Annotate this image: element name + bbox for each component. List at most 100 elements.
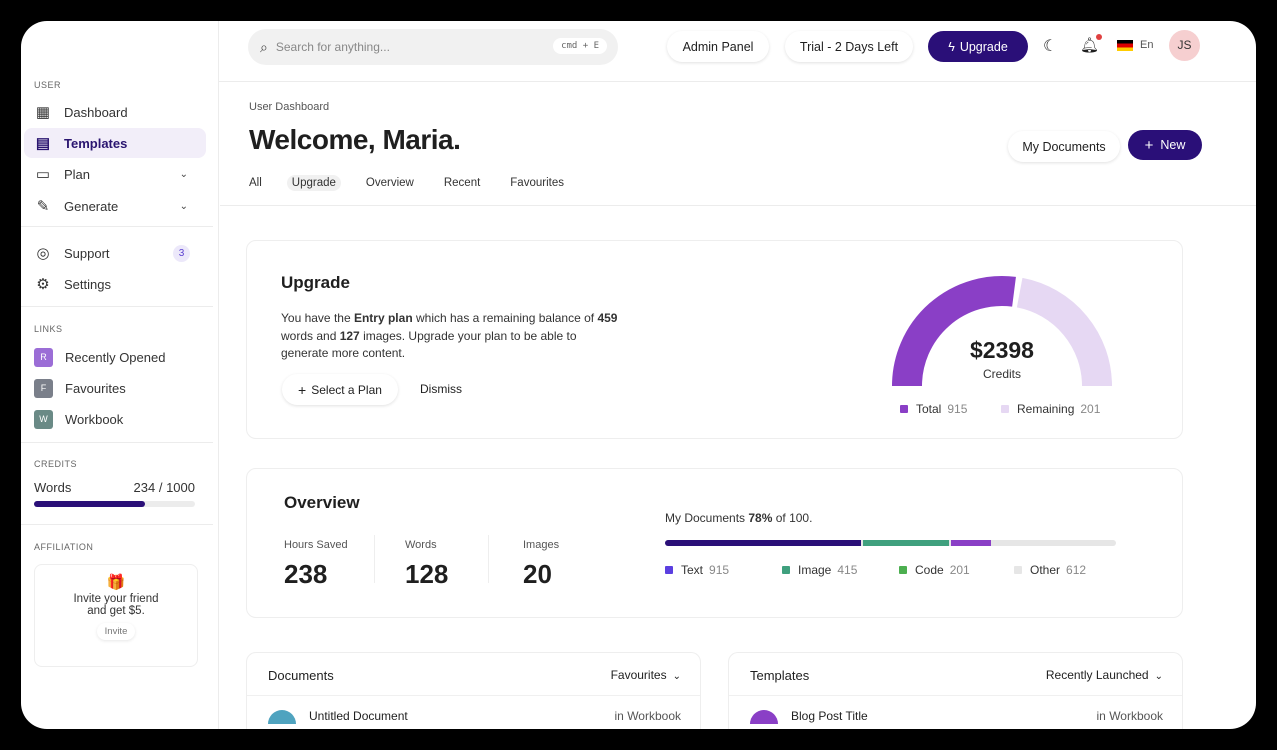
divider bbox=[220, 205, 1256, 206]
gear-icon: ⚙ bbox=[36, 276, 50, 293]
dismiss-button[interactable]: Dismiss bbox=[420, 382, 462, 396]
trial-button[interactable]: Trial - 2 Days Left bbox=[785, 31, 913, 62]
bell-icon[interactable]: 🔔︎ bbox=[1080, 34, 1103, 54]
label: Favourites bbox=[65, 380, 126, 396]
upgrade-description: You have the Entry plan which has a rema… bbox=[281, 311, 618, 360]
label: Workbook bbox=[65, 411, 124, 427]
sidebar-item-generate[interactable]: ✎ Generate ⌄ bbox=[24, 191, 206, 221]
plus-icon: + bbox=[298, 381, 307, 398]
usage-segment-image bbox=[863, 540, 949, 546]
legend-swatch bbox=[1014, 566, 1022, 574]
grid-icon: ▦ bbox=[35, 104, 51, 121]
sidebar-item-settings[interactable]: ⚙ Settings bbox=[24, 269, 206, 299]
section-label-affiliation: AFFILIATION bbox=[34, 542, 94, 552]
gauge-center: $2398 Credits bbox=[927, 337, 1077, 381]
plus-icon: + bbox=[1144, 136, 1154, 154]
label: Select a Plan bbox=[311, 382, 382, 397]
topbar: ⌕ Search for anything... cmd + E Admin Pan… bbox=[219, 21, 1256, 82]
legend-text: Text 915 bbox=[665, 563, 729, 577]
sidebar-item-dashboard[interactable]: ▦ Dashboard bbox=[24, 97, 206, 127]
label: Words bbox=[34, 480, 72, 495]
overview-title: Overview bbox=[284, 493, 360, 512]
divider bbox=[21, 226, 213, 227]
germany-flag-icon bbox=[1117, 39, 1133, 51]
sidebar-item-support[interactable]: ◎ Support 3 bbox=[24, 238, 206, 268]
invite-button[interactable]: Invite bbox=[97, 623, 136, 640]
document-name[interactable]: Untitled Document bbox=[309, 709, 408, 723]
label: Upgrade bbox=[959, 39, 1008, 54]
overview-card: Overview Hours Saved 238 Words 128 Images 2… bbox=[246, 468, 1183, 618]
search-input[interactable]: ⌕ Search for anything... cmd + E bbox=[248, 29, 618, 65]
tabs: All Upgrade Overview Recent Favourites bbox=[244, 173, 589, 191]
affiliation-card: 🎁 Invite your friend and get $5. Invite bbox=[34, 564, 198, 667]
search-placeholder: Search for anything... bbox=[275, 40, 390, 54]
wallet-icon: ▭ bbox=[35, 166, 51, 183]
avatar[interactable]: JS bbox=[1169, 30, 1200, 61]
stat-hours-saved: Hours Saved 238 bbox=[284, 539, 348, 589]
section-label-credits: CREDITS bbox=[34, 459, 78, 469]
moon-icon[interactable]: ☾ bbox=[1043, 38, 1058, 55]
templates-filter-dropdown[interactable]: Recently Launched ⌄ bbox=[1045, 668, 1163, 682]
breadcrumb: User Dashboard bbox=[249, 101, 330, 113]
tab-all[interactable]: All bbox=[249, 177, 262, 189]
documents-filter-dropdown[interactable]: Favourites ⌄ bbox=[610, 668, 681, 682]
search-icon: ⌕ bbox=[260, 38, 268, 55]
label: Settings bbox=[64, 276, 111, 292]
stat-words: Words 128 bbox=[405, 539, 449, 589]
credits-progress bbox=[34, 501, 195, 507]
divider bbox=[21, 442, 213, 443]
link-recently-opened[interactable]: R Recently Opened bbox=[24, 342, 206, 372]
section-label-user: USER bbox=[34, 80, 62, 90]
label: En bbox=[1140, 39, 1154, 51]
label: New bbox=[1160, 138, 1186, 152]
affiliation-text: Invite your friend bbox=[73, 593, 159, 605]
credits-words: Words 234 / 1000 bbox=[34, 480, 195, 507]
legend-swatch bbox=[665, 566, 673, 574]
new-button[interactable]: + New bbox=[1128, 130, 1202, 160]
language-selector[interactable]: En bbox=[1117, 39, 1153, 51]
sidebar: USER ▦ Dashboard ▤ Templates ▭ Plan ⌄ ✎ Gener… bbox=[21, 21, 219, 729]
admin-panel-button[interactable]: Admin Panel bbox=[667, 31, 769, 62]
template-location: in Workbook bbox=[1096, 709, 1163, 723]
documents-card: Documents Favourites ⌄ Untitled Document … bbox=[246, 652, 701, 729]
gauge-remaining-arc bbox=[1016, 277, 1112, 387]
chevron-down-icon: ⌄ bbox=[672, 671, 681, 682]
section-label-links: LINKS bbox=[34, 324, 63, 334]
credits-progress-fill bbox=[34, 501, 146, 507]
legend-other: Other 612 bbox=[1014, 563, 1086, 577]
legend-code: Code 201 bbox=[899, 563, 970, 577]
sidebar-item-templates[interactable]: ▤ Templates bbox=[24, 128, 206, 158]
affiliation-text: and get $5. bbox=[87, 605, 145, 617]
link-workbook[interactable]: W Workbook bbox=[24, 404, 206, 434]
label: Templates bbox=[64, 135, 128, 151]
label: Support bbox=[64, 245, 110, 261]
tab-upgrade[interactable]: Upgrade bbox=[286, 175, 341, 191]
app-window: USER ▦ Dashboard ▤ Templates ▭ Plan ⌄ ✎ Gener… bbox=[21, 21, 1256, 729]
templates-title: Templates bbox=[750, 668, 810, 683]
divider bbox=[488, 535, 489, 583]
document-icon: ▤ bbox=[35, 135, 51, 152]
upgrade-title: Upgrade bbox=[281, 273, 350, 292]
divider bbox=[374, 535, 375, 583]
divider bbox=[247, 695, 700, 696]
link-avatar: F bbox=[34, 378, 53, 398]
chevron-down-icon: ⌄ bbox=[179, 200, 188, 212]
legend-total: Total 915 bbox=[900, 402, 967, 416]
credits-label: Credits bbox=[982, 367, 1021, 381]
document-avatar bbox=[268, 710, 296, 724]
pencil-icon: ✎ bbox=[36, 198, 50, 215]
select-plan-button[interactable]: + Select a Plan bbox=[282, 374, 398, 405]
upgrade-card: Upgrade You have the Entry plan which ha… bbox=[246, 240, 1183, 439]
tab-favourites[interactable]: Favourites bbox=[510, 177, 564, 189]
tab-recent[interactable]: Recent bbox=[443, 177, 481, 189]
template-name[interactable]: Blog Post Title bbox=[791, 709, 868, 723]
label: Dashboard bbox=[64, 104, 128, 120]
page-title: Welcome, Maria. bbox=[249, 124, 461, 155]
gift-icon: 🎁 bbox=[106, 574, 126, 591]
my-documents-button[interactable]: My Documents bbox=[1008, 131, 1120, 162]
tab-overview[interactable]: Overview bbox=[365, 177, 414, 189]
sidebar-item-plan[interactable]: ▭ Plan ⌄ bbox=[24, 159, 206, 189]
upgrade-button[interactable]: ϟ Upgrade bbox=[928, 31, 1028, 62]
link-favourites[interactable]: F Favourites bbox=[24, 373, 206, 403]
divider bbox=[21, 306, 213, 307]
